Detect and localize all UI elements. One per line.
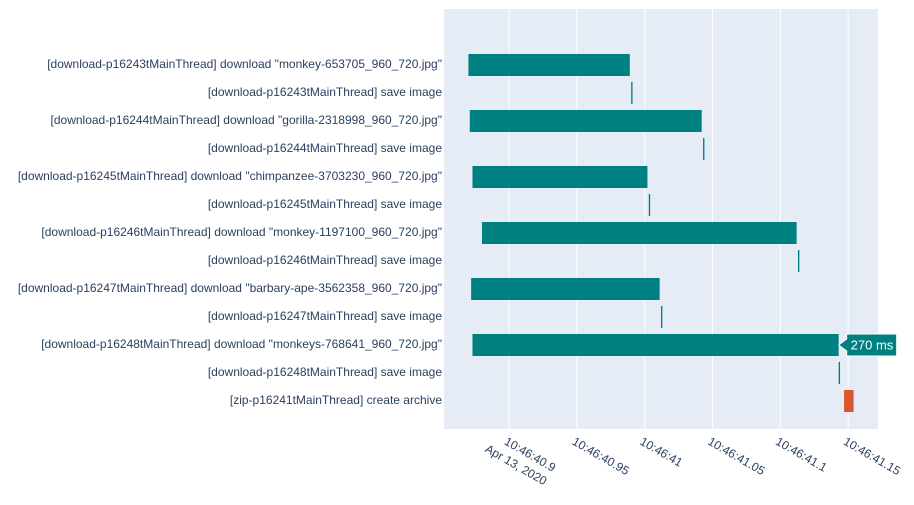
tooltip-text: 270 ms xyxy=(851,337,894,352)
y-tick-label: [download-p16246tMainThread] download "m… xyxy=(41,225,442,239)
y-tick-label: [download-p16245tMainThread] download "c… xyxy=(18,169,442,183)
bar xyxy=(703,138,705,160)
bar xyxy=(844,390,854,412)
y-tick-label: [download-p16247tMainThread] download "b… xyxy=(18,281,442,295)
x-tick: 10:46:41.05 xyxy=(705,434,767,478)
x-tick: 10:46:40.95 xyxy=(570,434,632,478)
bar xyxy=(648,194,651,216)
y-tick-label: [zip-p16241tMainThread] create archive xyxy=(230,393,442,407)
y-tick-label: [download-p16247tMainThread] save image xyxy=(208,309,442,323)
bar xyxy=(481,222,797,244)
plot-background xyxy=(444,9,878,429)
bar xyxy=(468,54,630,76)
bar xyxy=(631,82,633,104)
tooltip-box xyxy=(837,333,898,357)
y-tick-label: [download-p16244tMainThread] download "g… xyxy=(51,113,442,127)
bar xyxy=(469,110,702,132)
y-tick-label: [download-p16246tMainThread] save image xyxy=(208,253,442,267)
x-tick-label: 10:46:41.05 xyxy=(705,434,767,478)
x-tick-label: 10:46:41.1 xyxy=(773,434,829,475)
y-tick-label: [download-p16243tMainThread] save image xyxy=(208,85,442,99)
x-tick-label: 10:46:41.15 xyxy=(841,434,903,478)
bar xyxy=(661,306,663,328)
y-tick-label: [download-p16248tMainThread] download "m… xyxy=(41,337,442,351)
bar xyxy=(838,362,841,384)
bar xyxy=(797,250,800,272)
x-tick-label: 10:46:40.95 xyxy=(570,434,632,478)
y-tick-label: [download-p16243tMainThread] download "m… xyxy=(47,57,442,71)
bar xyxy=(472,166,648,188)
x-tick: 10:46:41.1 xyxy=(773,434,829,475)
y-tick-label: [download-p16248tMainThread] save image xyxy=(208,365,442,379)
x-tick-label: 10:46:41 xyxy=(638,434,686,470)
x-tick: 10:46:41.15 xyxy=(841,434,903,478)
y-tick-label: [download-p16245tMainThread] save image xyxy=(208,197,442,211)
bar xyxy=(472,334,839,356)
x-tick: 10:46:41 xyxy=(638,434,686,470)
bar xyxy=(471,278,660,300)
y-tick-label: [download-p16244tMainThread] save image xyxy=(208,141,442,155)
